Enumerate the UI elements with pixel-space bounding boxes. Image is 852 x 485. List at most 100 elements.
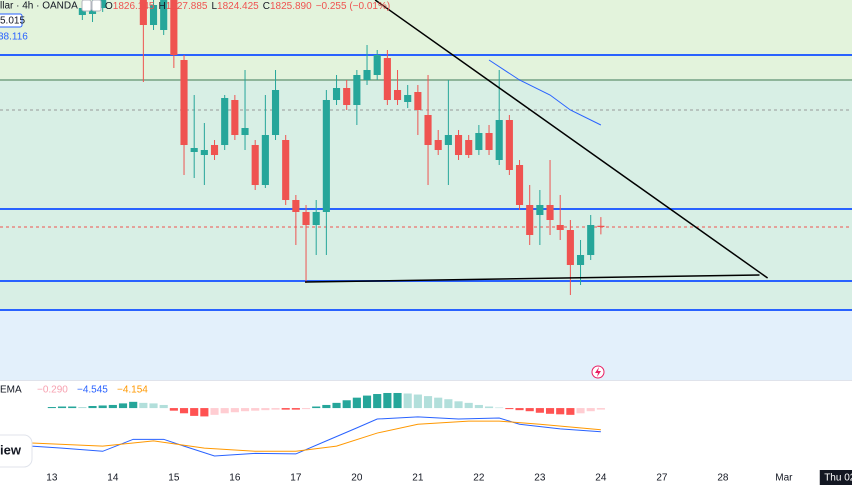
ohlc-change: −0.255 (−0.01%) bbox=[316, 1, 391, 12]
candle-body bbox=[475, 133, 483, 150]
candle-body bbox=[383, 58, 391, 100]
candle-body bbox=[363, 70, 371, 80]
candle-body bbox=[149, 5, 158, 25]
macd-histogram-bar bbox=[240, 408, 250, 412]
candle-body bbox=[170, 0, 178, 55]
candle-body bbox=[139, 0, 147, 25]
candle-body bbox=[434, 140, 442, 150]
macd-histogram-bar bbox=[444, 399, 453, 409]
candle-body bbox=[210, 145, 219, 155]
candle-body bbox=[454, 135, 463, 155]
price-band bbox=[0, 310, 852, 380]
x-tick-label: 22 bbox=[473, 473, 485, 484]
macd-histogram-bar bbox=[484, 406, 494, 409]
macd-histogram-bar bbox=[261, 408, 270, 411]
x-tick-label: 17 bbox=[290, 473, 302, 484]
candle-body bbox=[536, 205, 544, 215]
ohlc-value: 1827.885 bbox=[166, 1, 208, 12]
macd-histogram-bar bbox=[312, 406, 321, 409]
overlay-label: 38.116 bbox=[0, 32, 28, 43]
signal-line bbox=[31, 420, 601, 452]
ohlc-value: 1824.425 bbox=[217, 1, 259, 12]
review-button[interactable] bbox=[0, 434, 33, 468]
macd-histogram-bar bbox=[383, 392, 392, 409]
macd-histogram-bar bbox=[129, 401, 138, 409]
macd-histogram-bar bbox=[545, 408, 555, 414]
macd-label: EMA bbox=[0, 385, 22, 396]
candle-body bbox=[414, 92, 422, 110]
macd-histogram-bar bbox=[291, 408, 300, 410]
candle-body bbox=[231, 100, 239, 135]
macd-histogram-bar bbox=[434, 397, 443, 409]
candle-body bbox=[292, 200, 300, 212]
candle-body bbox=[353, 75, 361, 105]
macd-histogram-bar bbox=[301, 408, 311, 410]
macd-histogram-bar bbox=[403, 393, 412, 409]
macd-histogram-bar bbox=[535, 408, 544, 413]
macd-histogram-bar bbox=[525, 408, 534, 412]
macd-histogram-bar bbox=[342, 400, 351, 409]
ohlc-letter: H bbox=[159, 1, 166, 12]
x-axis: 13 14 15 16 17 20 21 22 23 24 27 28 Mar Thu 02 bbox=[46, 470, 852, 485]
x-tick-label: Mar bbox=[775, 473, 793, 484]
candle-body bbox=[251, 145, 259, 185]
macd-histogram-bar bbox=[68, 406, 77, 409]
candle-body bbox=[78, 8, 86, 15]
macd-histogram-bar bbox=[352, 397, 361, 409]
macd-histogram-bar bbox=[179, 408, 189, 414]
candle-body bbox=[302, 212, 310, 225]
overlay-box bbox=[0, 13, 23, 28]
icon[interactable] bbox=[91, 0, 102, 12]
ohlc-value: 1826.145 bbox=[113, 1, 155, 12]
x-tick-label: 15 bbox=[168, 473, 180, 484]
macd-histogram-bar bbox=[474, 404, 483, 409]
ohlc-letter: C bbox=[263, 1, 270, 12]
icon[interactable] bbox=[81, 0, 92, 12]
macd-histogram-bar bbox=[373, 394, 382, 409]
candle-body bbox=[190, 148, 198, 152]
candle-body bbox=[495, 120, 503, 160]
macd-histogram-bar bbox=[190, 408, 199, 416]
x-tick-label: 14 bbox=[107, 473, 119, 484]
macd-histogram-bar bbox=[57, 406, 67, 409]
candle-body bbox=[444, 135, 452, 145]
macd-histogram-bar bbox=[505, 408, 514, 410]
macd-histogram-bar bbox=[47, 407, 56, 409]
macd-histogram-bar bbox=[159, 404, 168, 409]
macd-histogram-bar bbox=[271, 408, 280, 410]
x-tick-label: 21 bbox=[412, 473, 424, 484]
cursor-box bbox=[819, 470, 852, 485]
ohlc-legend: O1826.145 H1827.885 L1824.425 C1825.890 −0.2… bbox=[105, 1, 390, 12]
candle-body bbox=[485, 133, 493, 150]
candle-body bbox=[261, 135, 269, 185]
macd-histogram-bar bbox=[586, 408, 595, 412]
macd-histogram-bar bbox=[596, 408, 605, 410]
macd-value: −0.290 bbox=[37, 385, 68, 396]
macd-histogram-bar bbox=[322, 404, 331, 409]
macd-histogram-bar bbox=[576, 408, 585, 414]
candle-body bbox=[424, 115, 432, 145]
macd-histogram-bar bbox=[169, 408, 178, 411]
candle-body bbox=[271, 90, 280, 135]
candle-body bbox=[515, 165, 524, 205]
candle-body bbox=[393, 90, 402, 100]
ohlc-letter: L bbox=[211, 1, 217, 12]
candle-body bbox=[241, 128, 249, 135]
candle-body bbox=[332, 88, 341, 100]
candle-body bbox=[180, 60, 188, 145]
macd-histogram-bar bbox=[332, 402, 341, 409]
candle-body bbox=[546, 205, 554, 220]
candle-body bbox=[221, 98, 229, 145]
macd-pane bbox=[31, 392, 605, 457]
candle-body bbox=[556, 225, 564, 230]
candle-body bbox=[526, 205, 534, 235]
macd-histogram-bar bbox=[515, 408, 524, 411]
candle-body bbox=[322, 100, 330, 212]
macd-histogram-bar bbox=[210, 408, 219, 415]
candle-body bbox=[160, 0, 168, 30]
candle-body bbox=[200, 150, 208, 155]
overlay-label: 5.015 bbox=[0, 16, 25, 27]
candle-body bbox=[566, 230, 574, 265]
cursor-label: Thu 02 bbox=[824, 473, 852, 484]
